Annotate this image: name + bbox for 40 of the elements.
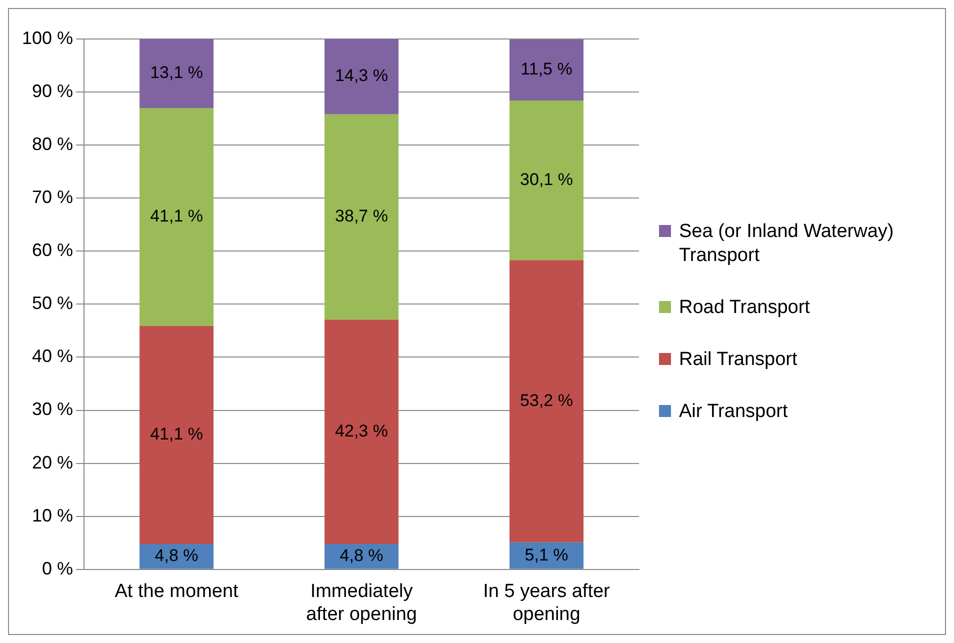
data-label: 41,1 % [150,206,203,226]
bar [324,320,399,544]
data-label: 41,1 % [150,424,203,444]
y-tick-label: 20 % [32,452,74,472]
bar [510,260,584,542]
y-tick-label: 0 % [42,558,74,578]
data-label: 5,1 % [524,545,568,564]
data-label: 30,1 % [520,170,573,190]
data-label: 38,7 % [335,206,388,226]
x-tick-label: At the moment [114,581,240,602]
y-tick-label: 50 % [32,293,74,314]
legend-label: Rail Transport [679,348,798,372]
y-tick-label: 100 % [22,28,74,48]
legend-label: Air Transport [679,400,788,424]
data-label: 11,5 % [520,60,572,79]
data-label: 4,8 % [154,546,198,566]
data-label: 42,3 % [335,421,388,440]
y-tick-label: 60 % [32,240,74,260]
bar [140,108,214,326]
x-tick-label: In 5 years after opening [483,581,611,625]
legend-label: Road Transport [679,296,810,320]
y-tick-label: 40 % [32,346,74,366]
y-tick-label: 30 % [32,399,74,420]
bar [140,39,214,108]
bar [324,39,399,114]
y-tick-label: 90 % [32,81,74,102]
y-tick-label: 10 % [32,505,74,526]
bar [510,542,584,569]
data-label: 4,8 % [340,546,384,566]
bar [510,100,584,260]
legend-label: Sea (or Inland Waterway) Transport [679,220,895,268]
x-tick-label: Immediately after opening [306,581,417,625]
bar [324,114,399,320]
y-tick-label: 80 % [32,134,74,154]
data-label: 13,1 % [150,62,203,82]
bar [140,326,214,544]
data-label: 53,2 % [520,390,573,410]
data-label: 14,3 % [335,66,388,86]
y-tick-label: 70 % [32,187,74,208]
bar [510,40,584,101]
